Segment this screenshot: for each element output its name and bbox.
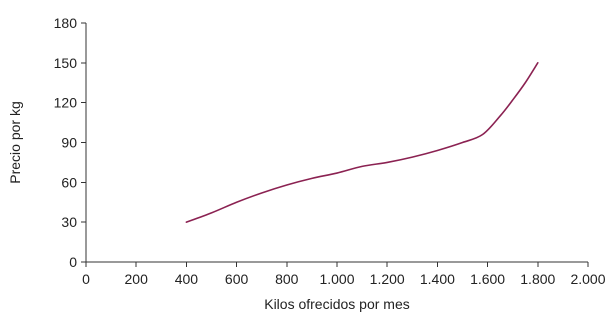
y-tick-label: 60 [61, 174, 77, 190]
y-tick-label: 180 [54, 15, 78, 31]
plot-area [185, 62, 539, 223]
x-axis: 0 200 400 600 800 1.000 1.200 1.400 1.600 1.800 2.… [82, 261, 606, 287]
series-line [185, 62, 539, 223]
x-tick-label: 1.200 [370, 271, 405, 287]
x-tick-label: 1.800 [520, 271, 555, 287]
x-tick-label: 400 [175, 271, 199, 287]
y-axis: 0 30 60 90 120 150 180 [54, 15, 87, 270]
x-tick-label: 1.600 [470, 271, 505, 287]
y-axis-title: Precio por kg [7, 101, 23, 183]
y-tick-label: 0 [69, 254, 77, 270]
y-tick-label: 30 [61, 214, 77, 230]
x-tick-label: 1.000 [319, 271, 354, 287]
y-ticks: 0 30 60 90 120 150 180 [54, 15, 86, 270]
y-tick-label: 120 [54, 95, 78, 111]
x-tick-label: 2.000 [570, 271, 605, 287]
x-tick-label: 600 [225, 271, 249, 287]
y-tick-label: 90 [61, 135, 77, 151]
x-tick-label: 1.400 [420, 271, 455, 287]
y-tick-label: 150 [54, 55, 78, 71]
x-ticks: 0 200 400 600 800 1.000 1.200 1.400 1.600 1.800 2.… [82, 262, 606, 287]
x-tick-label: 800 [275, 271, 299, 287]
x-tick-label: 0 [82, 271, 90, 287]
x-axis-title: Kilos ofrecidos por mes [264, 296, 410, 312]
x-tick-label: 200 [125, 271, 149, 287]
